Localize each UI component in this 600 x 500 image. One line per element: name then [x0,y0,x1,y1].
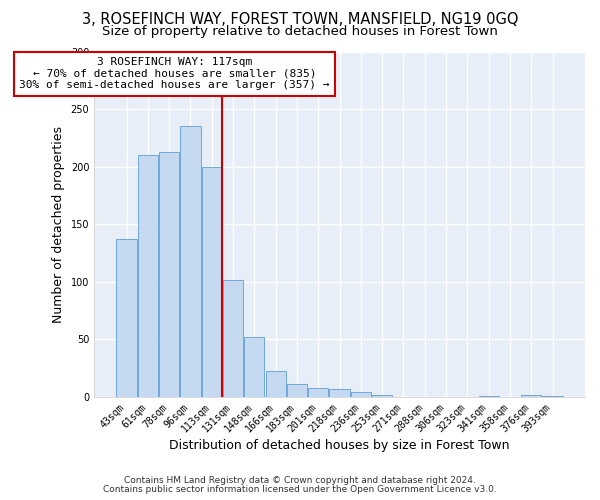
Bar [542,396,563,397]
Bar [223,280,243,397]
Bar [138,155,158,397]
Bar [521,395,541,397]
Text: Contains public sector information licensed under the Open Government Licence v3: Contains public sector information licen… [103,485,497,494]
Bar [202,166,222,397]
Bar [266,370,286,397]
Bar [372,395,392,397]
Text: Contains HM Land Registry data © Crown copyright and database right 2024.: Contains HM Land Registry data © Crown c… [124,476,476,485]
Bar [244,337,265,397]
Bar [287,384,307,397]
X-axis label: Distribution of detached houses by size in Forest Town: Distribution of detached houses by size … [169,440,510,452]
Text: 3, ROSEFINCH WAY, FOREST TOWN, MANSFIELD, NG19 0GQ: 3, ROSEFINCH WAY, FOREST TOWN, MANSFIELD… [82,12,518,28]
Bar [308,388,328,397]
Bar [159,152,179,397]
Bar [479,396,499,397]
Bar [181,126,200,397]
Y-axis label: Number of detached properties: Number of detached properties [52,126,65,323]
Text: 3 ROSEFINCH WAY: 117sqm
← 70% of detached houses are smaller (835)
30% of semi-d: 3 ROSEFINCH WAY: 117sqm ← 70% of detache… [19,58,330,90]
Bar [351,392,371,397]
Text: Size of property relative to detached houses in Forest Town: Size of property relative to detached ho… [102,25,498,38]
Bar [116,240,137,397]
Bar [329,389,350,397]
